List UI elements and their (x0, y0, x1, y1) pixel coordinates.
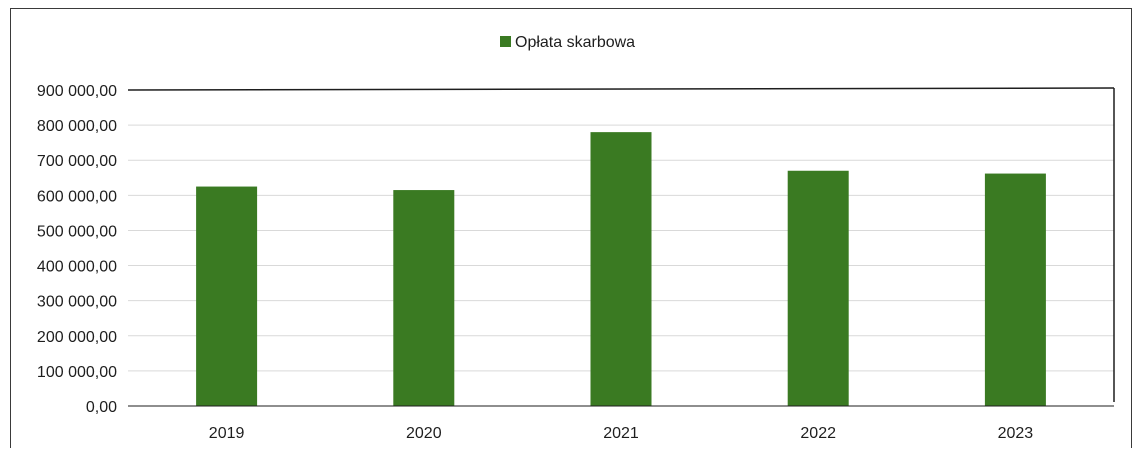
x-tick-label: 2023 (998, 425, 1034, 442)
y-tick-label: 300 000,00 (37, 294, 117, 311)
bars (196, 132, 1046, 406)
y-tick-label: 0,00 (86, 399, 117, 416)
y-tick-label: 600 000,00 (37, 188, 117, 205)
x-axis-ticks: 2019 2020 2021 2022 2023 (209, 425, 1033, 442)
bar-2022 (787, 170, 849, 406)
bar-2021 (590, 132, 652, 406)
y-tick-label: 700 000,00 (37, 153, 117, 170)
y-tick-label: 800 000,00 (37, 118, 117, 135)
x-tick-label: 2022 (800, 425, 836, 442)
y-tick-label: 900 000,00 (37, 83, 117, 100)
y-tick-label: 200 000,00 (37, 329, 117, 346)
legend: Opłata skarbowa (500, 34, 635, 51)
bar-2019 (196, 186, 258, 406)
x-tick-label: 2021 (603, 425, 639, 442)
bar-2020 (393, 190, 455, 406)
y-tick-label: 500 000,00 (37, 223, 117, 240)
x-tick-label: 2019 (209, 425, 245, 442)
x-tick-label: 2020 (406, 425, 442, 442)
plot-top-border (127, 87, 1115, 91)
y-axis-ticks: 0,00 100 000,00 200 000,00 300 000,00 400 00… (37, 83, 117, 416)
bar-2023 (984, 173, 1046, 406)
y-tick-label: 400 000,00 (37, 259, 117, 276)
y-tick-label: 100 000,00 (37, 364, 117, 381)
legend-label: Opłata skarbowa (515, 34, 635, 51)
legend-swatch (500, 36, 511, 47)
